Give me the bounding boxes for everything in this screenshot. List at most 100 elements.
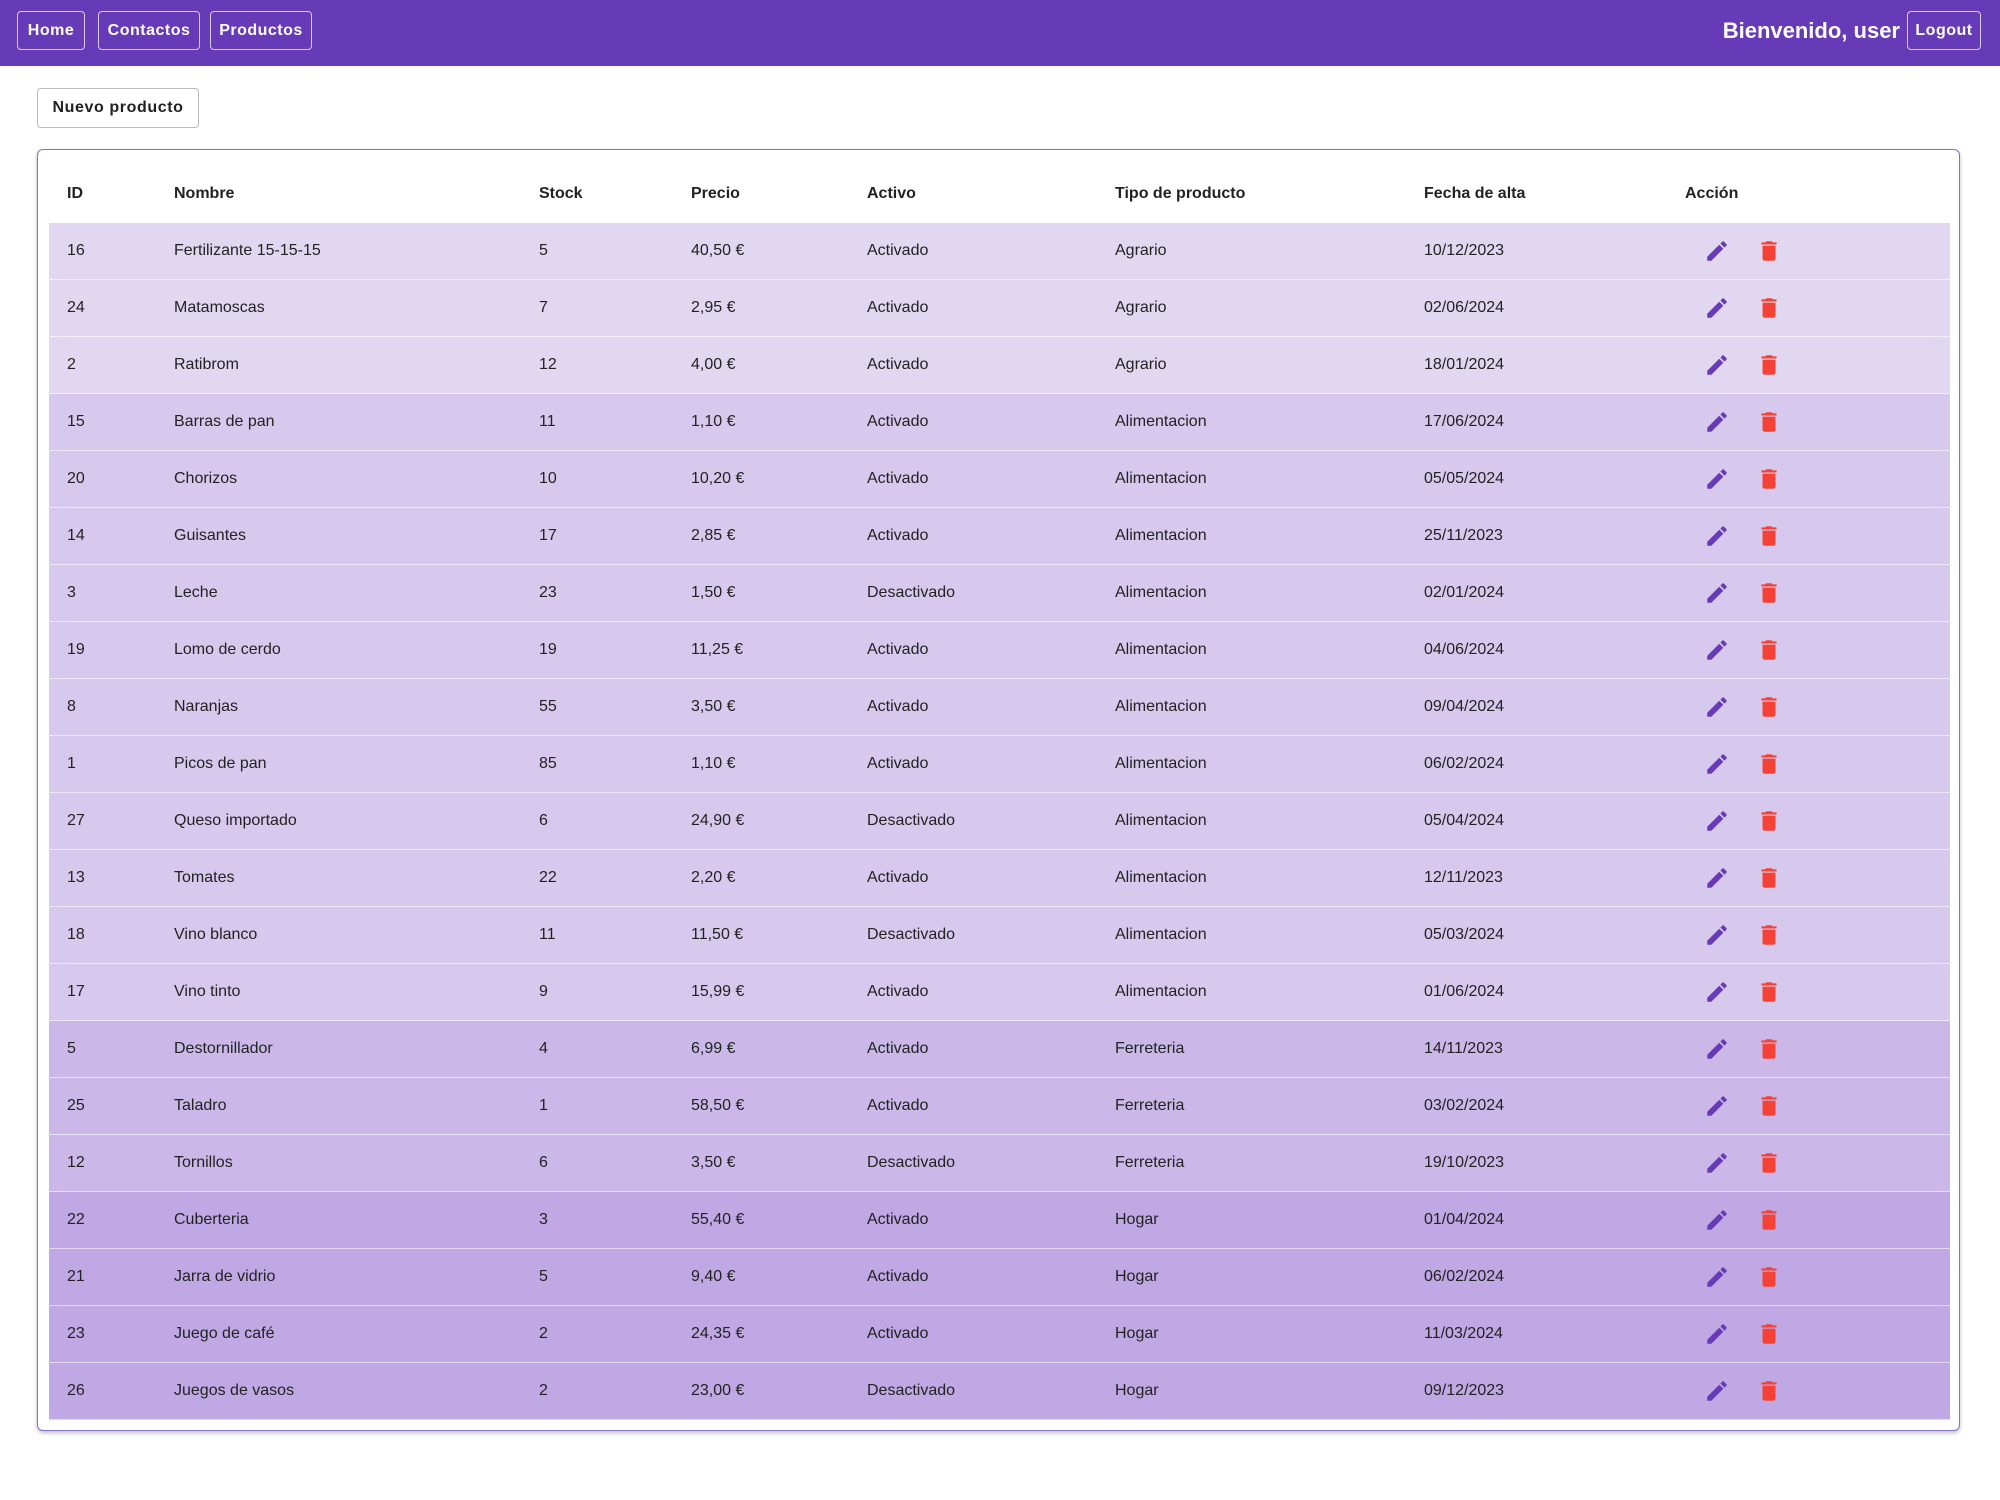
table-row: 5 Destornillador 4 6,99 € Activado Ferreteria… bbox=[49, 1021, 1950, 1078]
edit-icon[interactable] bbox=[1704, 1321, 1730, 1347]
delete-icon[interactable] bbox=[1756, 466, 1782, 492]
edit-icon[interactable] bbox=[1704, 295, 1730, 321]
delete-icon[interactable] bbox=[1756, 922, 1782, 948]
edit-icon[interactable] bbox=[1704, 1207, 1730, 1233]
table-cell: 09/12/2023 bbox=[1424, 1382, 1505, 1399]
table-cell: Juegos de vasos bbox=[174, 1382, 295, 1399]
new-product-button[interactable]: Nuevo producto bbox=[37, 88, 199, 128]
table-cell: Tomates bbox=[174, 869, 235, 886]
edit-icon[interactable] bbox=[1704, 979, 1730, 1005]
delete-icon[interactable] bbox=[1756, 523, 1782, 549]
edit-icon[interactable] bbox=[1704, 865, 1730, 891]
delete-icon[interactable] bbox=[1756, 295, 1782, 321]
table-cell: Leche bbox=[174, 584, 218, 601]
table-cell: 25/11/2023 bbox=[1424, 527, 1503, 544]
table-cell: 5 bbox=[539, 242, 548, 259]
table-row: 20 Chorizos 10 10,20 € Activado Alimentacion 0… bbox=[49, 451, 1950, 508]
table-cell: 1 bbox=[67, 755, 76, 772]
edit-icon[interactable] bbox=[1704, 409, 1730, 435]
table-cell: Vino blanco bbox=[174, 926, 258, 943]
table-cell: Lomo de cerdo bbox=[174, 641, 281, 658]
table-cell: Cuberteria bbox=[174, 1211, 249, 1228]
table-cell: 11,25 € bbox=[691, 641, 744, 658]
edit-icon[interactable] bbox=[1704, 637, 1730, 663]
edit-icon[interactable] bbox=[1704, 238, 1730, 264]
edit-icon[interactable] bbox=[1704, 352, 1730, 378]
table-cell: Activado bbox=[867, 1325, 929, 1342]
delete-icon[interactable] bbox=[1756, 1093, 1782, 1119]
nav-button[interactable]: Contactos bbox=[98, 11, 200, 50]
table-cell: Alimentacion bbox=[1115, 755, 1207, 772]
table-cell: 06/02/2024 bbox=[1424, 755, 1505, 772]
table-cell: 2 bbox=[539, 1325, 548, 1342]
edit-icon[interactable] bbox=[1704, 1264, 1730, 1290]
edit-icon[interactable] bbox=[1704, 1150, 1730, 1176]
table-cell: 02/06/2024 bbox=[1424, 299, 1505, 316]
nav-button[interactable]: Productos bbox=[210, 11, 312, 50]
edit-icon[interactable] bbox=[1704, 751, 1730, 777]
delete-icon[interactable] bbox=[1756, 409, 1782, 435]
edit-icon[interactable] bbox=[1704, 523, 1730, 549]
table-cell: 17/06/2024 bbox=[1424, 413, 1505, 430]
edit-icon[interactable] bbox=[1704, 922, 1730, 948]
delete-icon[interactable] bbox=[1756, 1264, 1782, 1290]
table-cell: 24,35 € bbox=[691, 1325, 745, 1342]
table-cell: Alimentacion bbox=[1115, 584, 1207, 601]
delete-icon[interactable] bbox=[1756, 1036, 1782, 1062]
delete-icon[interactable] bbox=[1756, 580, 1782, 606]
delete-icon[interactable] bbox=[1756, 352, 1782, 378]
delete-icon[interactable] bbox=[1756, 694, 1782, 720]
table-cell: Activado bbox=[867, 527, 929, 544]
edit-icon[interactable] bbox=[1704, 808, 1730, 834]
table-cell: 22 bbox=[539, 869, 557, 886]
edit-icon[interactable] bbox=[1704, 1378, 1730, 1404]
edit-icon[interactable] bbox=[1704, 580, 1730, 606]
edit-icon[interactable] bbox=[1704, 466, 1730, 492]
table-header: ID Nombre Stock Precio Activo Tipo de product… bbox=[49, 164, 1950, 223]
table-cell: Hogar bbox=[1115, 1325, 1159, 1342]
table-cell: 12/11/2023 bbox=[1424, 869, 1503, 886]
delete-icon[interactable] bbox=[1756, 751, 1782, 777]
delete-icon[interactable] bbox=[1756, 1207, 1782, 1233]
table-cell: 06/02/2024 bbox=[1424, 1268, 1505, 1285]
delete-icon[interactable] bbox=[1756, 808, 1782, 834]
table-cell: Naranjas bbox=[174, 698, 239, 715]
delete-icon[interactable] bbox=[1756, 1378, 1782, 1404]
table-cell: Barras de pan bbox=[174, 413, 275, 430]
delete-icon[interactable] bbox=[1756, 637, 1782, 663]
delete-icon[interactable] bbox=[1756, 238, 1782, 264]
table-cell: Activado bbox=[867, 470, 929, 487]
delete-icon[interactable] bbox=[1756, 979, 1782, 1005]
table-cell: Agrario bbox=[1115, 299, 1167, 316]
table-cell: 1,10 € bbox=[691, 755, 736, 772]
table-cell: Activado bbox=[867, 869, 929, 886]
column-header: Precio bbox=[691, 184, 740, 202]
table-cell: 19 bbox=[539, 641, 557, 658]
table-cell: 6 bbox=[539, 1154, 548, 1171]
column-header: Activo bbox=[867, 184, 916, 202]
edit-icon[interactable] bbox=[1704, 694, 1730, 720]
column-header: Acción bbox=[1685, 184, 1739, 202]
table-cell: 55 bbox=[539, 698, 557, 715]
table-cell: Picos de pan bbox=[174, 755, 267, 772]
table-cell: 1,10 € bbox=[691, 413, 736, 430]
table-cell: 15 bbox=[67, 413, 85, 430]
table-cell: Desactivado bbox=[867, 926, 956, 943]
table-cell: 21 bbox=[67, 1268, 85, 1285]
table-cell: 1,50 € bbox=[691, 584, 736, 601]
delete-icon[interactable] bbox=[1756, 1150, 1782, 1176]
nav-button[interactable]: Home bbox=[17, 11, 85, 50]
table-cell: 55,40 € bbox=[691, 1211, 745, 1228]
table-cell: 05/04/2024 bbox=[1424, 812, 1505, 829]
edit-icon[interactable] bbox=[1704, 1093, 1730, 1119]
table-cell: 3 bbox=[67, 584, 76, 601]
edit-icon[interactable] bbox=[1704, 1036, 1730, 1062]
column-header: Nombre bbox=[174, 184, 235, 202]
delete-icon[interactable] bbox=[1756, 1321, 1782, 1347]
table-row: 8 Naranjas 55 3,50 € Activado Alimentacion 09/… bbox=[49, 679, 1950, 736]
table-cell: Alimentacion bbox=[1115, 812, 1207, 829]
table-cell: Taladro bbox=[174, 1097, 227, 1114]
delete-icon[interactable] bbox=[1756, 865, 1782, 891]
logout-button[interactable]: Logout bbox=[1907, 11, 1981, 50]
table-cell: 9,40 € bbox=[691, 1268, 736, 1285]
